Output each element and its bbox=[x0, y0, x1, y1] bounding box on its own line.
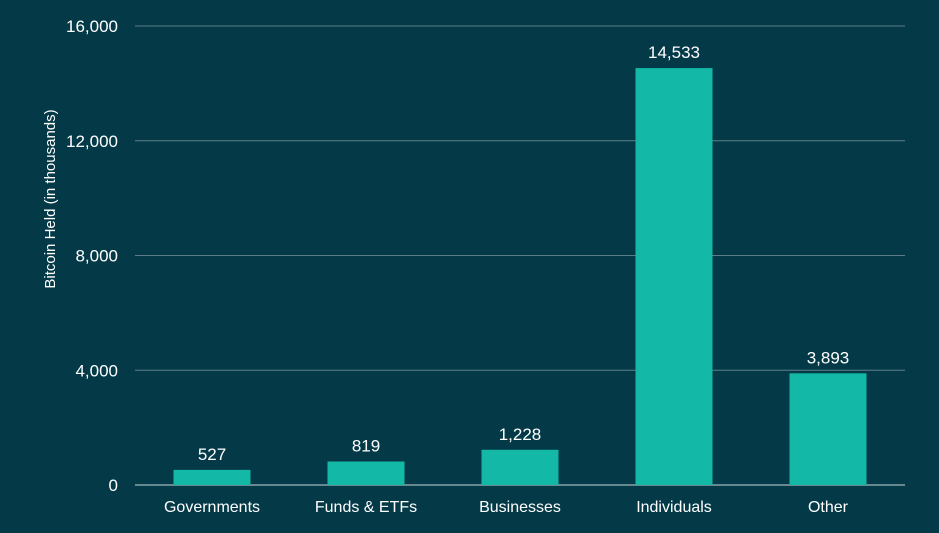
x-category-label: Funds & ETFs bbox=[315, 499, 417, 516]
y-tick-label: 16,000 bbox=[66, 17, 118, 36]
data-label: 819 bbox=[352, 437, 380, 456]
bar-governments bbox=[173, 469, 251, 485]
data-label: 527 bbox=[198, 445, 226, 464]
bar-other bbox=[789, 373, 867, 485]
data-label: 14,533 bbox=[648, 43, 700, 62]
data-label: 1,228 bbox=[499, 425, 542, 444]
x-category-label: Businesses bbox=[479, 499, 561, 516]
y-tick-label: 4,000 bbox=[75, 361, 118, 380]
bar-funds-etfs bbox=[327, 461, 405, 485]
data-labels: 527 819 1,228 14,533 3,893 bbox=[198, 43, 849, 464]
y-tick-label: 0 bbox=[109, 476, 118, 495]
data-label: 3,893 bbox=[807, 348, 850, 367]
y-tick-label: 12,000 bbox=[66, 132, 118, 151]
x-category-label: Individuals bbox=[636, 499, 712, 516]
grid-lines bbox=[135, 25, 905, 486]
x-category-label: Governments bbox=[164, 499, 260, 516]
x-category-label: Other bbox=[808, 499, 849, 516]
y-axis-title: Bitcoin Held (in thousands) bbox=[42, 109, 59, 288]
bar-individuals bbox=[635, 68, 713, 485]
x-axis-categories: Governments Funds & ETFs Businesses Individ… bbox=[164, 499, 849, 516]
bar-businesses bbox=[481, 449, 559, 485]
bars bbox=[173, 68, 867, 485]
y-tick-label: 8,000 bbox=[75, 247, 118, 266]
y-axis-ticks: 0 4,000 8,000 12,000 16,000 bbox=[66, 17, 118, 495]
